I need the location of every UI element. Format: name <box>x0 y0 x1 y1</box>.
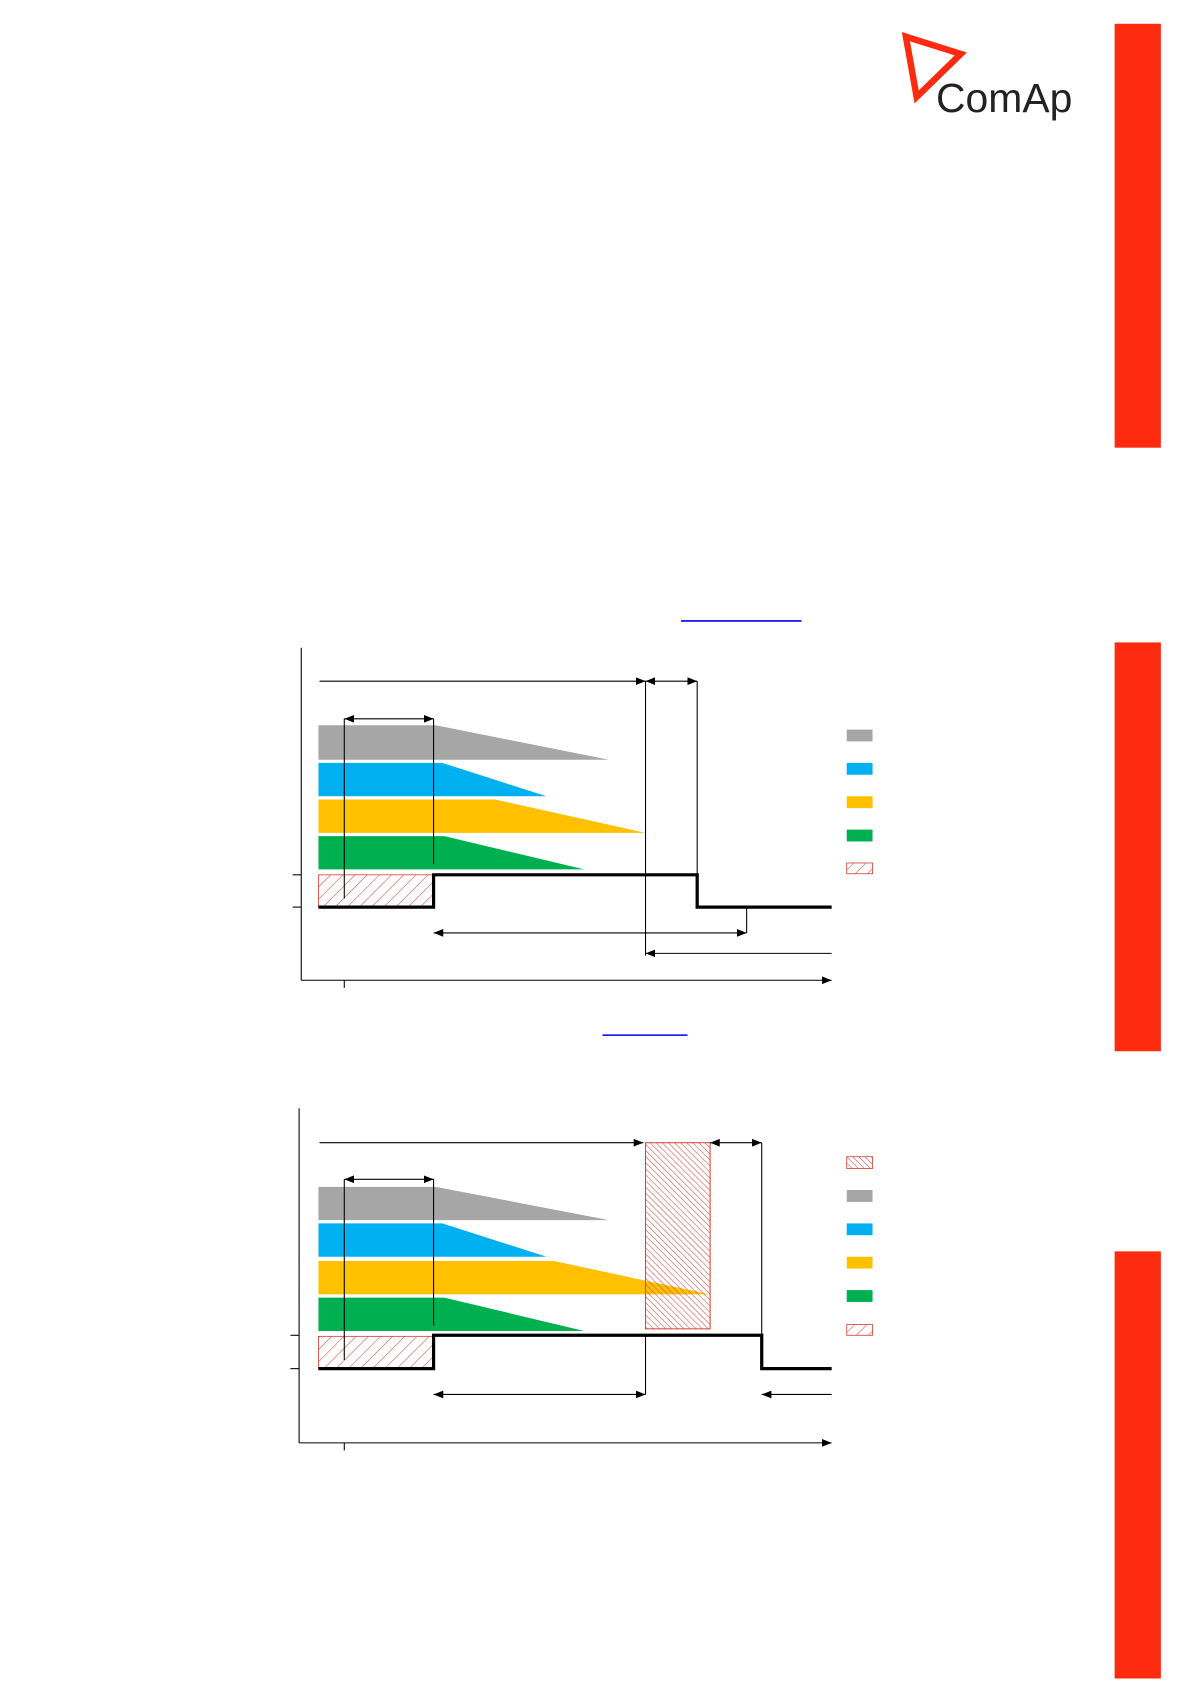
logo: ComAp <box>901 32 1072 121</box>
side-bar <box>1114 23 1161 448</box>
side-bar <box>1114 1251 1161 1679</box>
diagram <box>290 1108 873 1451</box>
logo-text: ComAp <box>936 75 1072 121</box>
side-bar <box>1114 642 1161 1052</box>
diagram <box>292 647 873 988</box>
